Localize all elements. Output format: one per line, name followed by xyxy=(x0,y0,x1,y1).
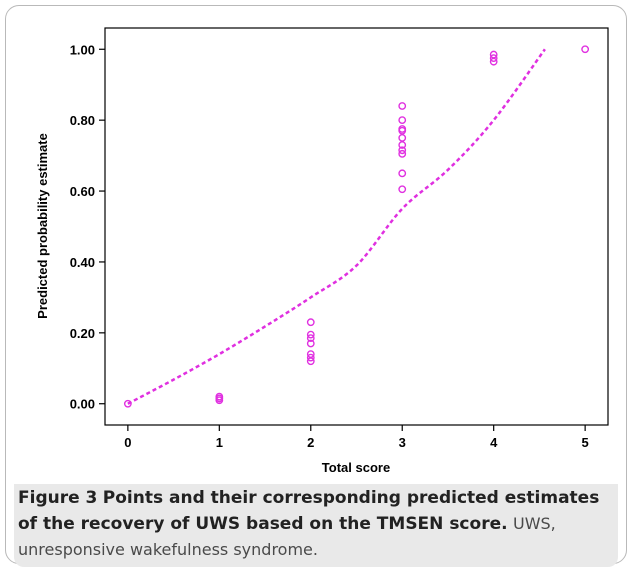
y-tick-label: 0.80 xyxy=(70,113,95,128)
data-point xyxy=(306,330,315,339)
data-point xyxy=(398,149,407,158)
data-point xyxy=(306,353,315,362)
y-tick-label: 0.60 xyxy=(70,184,95,199)
x-tick-label: 2 xyxy=(307,435,314,450)
data-point xyxy=(489,54,498,63)
x-tick-label: 3 xyxy=(399,435,406,450)
data-point xyxy=(398,125,407,133)
x-tick-label: 0 xyxy=(124,435,131,450)
data-point xyxy=(306,318,315,327)
y-tick-label: 0.40 xyxy=(70,255,95,270)
scatter-chart: 0.00 0.20 0.40 0.60 0.80 1.00 0 1 2 3 4 5 Total sc… xyxy=(35,27,609,475)
x-axis: 0 1 2 3 4 5 xyxy=(124,425,589,450)
data-point xyxy=(398,116,407,125)
data-points xyxy=(123,45,590,408)
data-point xyxy=(306,339,315,348)
x-tick-label: 1 xyxy=(216,435,223,450)
data-point xyxy=(398,146,407,155)
data-point xyxy=(398,133,407,142)
data-point xyxy=(398,185,407,194)
data-point xyxy=(398,102,407,110)
data-point xyxy=(398,169,407,178)
fit-curve xyxy=(127,48,546,405)
figure-caption: Figure 3 Points and their corresponding … xyxy=(14,484,618,567)
x-tick-label: 4 xyxy=(490,435,498,450)
y-tick-label: 0.00 xyxy=(70,397,95,412)
data-point xyxy=(215,392,224,401)
caption-body: UWS, unresponsive wakefulness syndrome. xyxy=(18,514,556,559)
data-point xyxy=(489,50,498,59)
data-point xyxy=(306,350,315,359)
y-tick-label: 1.00 xyxy=(70,42,95,57)
plot-box xyxy=(104,27,609,426)
caption-title: Points and their corresponding predicted… xyxy=(18,488,600,534)
y-axis: 0.00 0.20 0.40 0.60 0.80 1.00 xyxy=(70,42,105,412)
chart-area: 0.00 0.20 0.40 0.60 0.80 1.00 0 1 2 3 4 5 Total sc… xyxy=(35,27,609,475)
y-tick-label: 0.20 xyxy=(70,326,95,341)
figure-frame xyxy=(5,5,627,564)
data-point xyxy=(306,334,315,343)
x-tick-label: 5 xyxy=(582,435,589,450)
y-axis-label: Predicted probability estimate xyxy=(35,133,50,319)
caption-figure-label: Figure 3 xyxy=(18,488,98,508)
data-point xyxy=(581,45,590,54)
data-point xyxy=(123,399,132,408)
x-axis-label: Total score xyxy=(322,460,390,475)
